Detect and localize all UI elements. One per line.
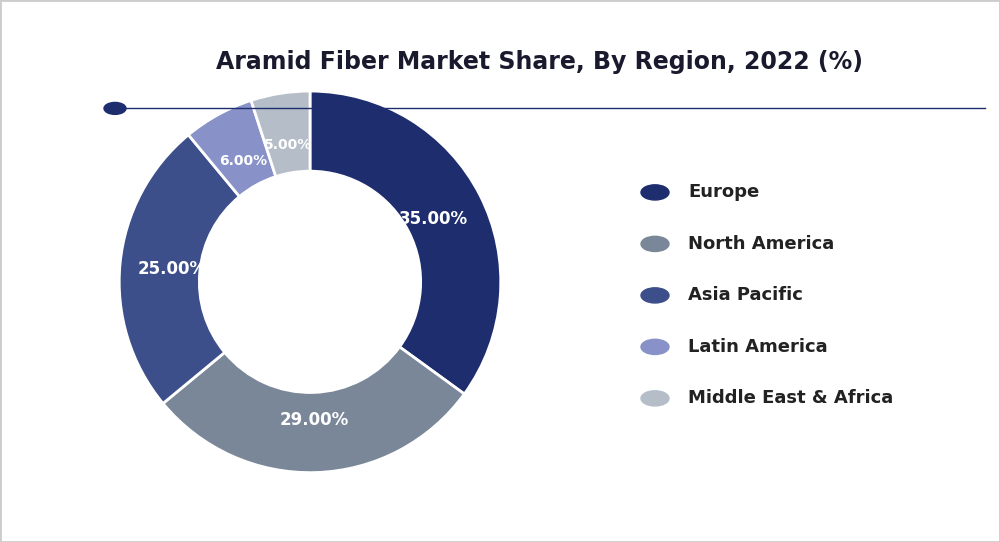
Wedge shape [119,135,239,403]
Text: North America: North America [688,235,834,253]
Text: 6.00%: 6.00% [219,153,267,167]
Text: Aramid Fiber Market Share, By Region, 2022 (%): Aramid Fiber Market Share, By Region, 20… [216,50,864,74]
Text: PRECEDENCE: PRECEDENCE [24,37,95,47]
Wedge shape [310,91,501,394]
Text: Middle East & Africa: Middle East & Africa [688,389,893,408]
Wedge shape [188,100,276,197]
Wedge shape [251,91,310,177]
Text: 35.00%: 35.00% [399,210,468,228]
Text: 5.00%: 5.00% [264,138,312,152]
Wedge shape [163,347,464,473]
Text: 25.00%: 25.00% [138,260,207,278]
Text: Latin America: Latin America [688,338,828,356]
Text: Europe: Europe [688,183,759,202]
Text: 29.00%: 29.00% [280,411,349,429]
Text: RESEARCH: RESEARCH [30,66,89,76]
Text: Asia Pacific: Asia Pacific [688,286,803,305]
